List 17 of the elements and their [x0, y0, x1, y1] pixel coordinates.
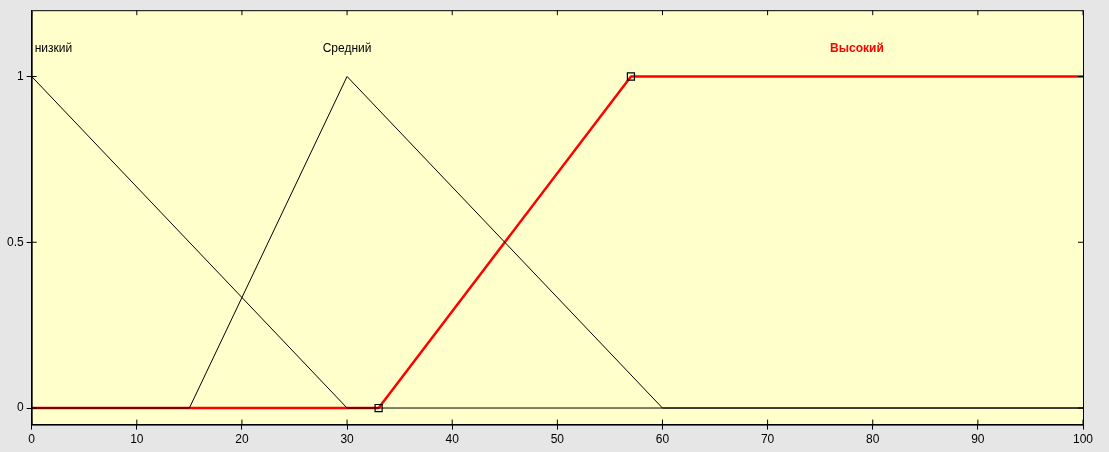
x-tick-label: 90 — [971, 432, 985, 447]
x-tick-label: 60 — [655, 432, 670, 447]
y-tick-label: 0 — [16, 400, 24, 415]
x-tick-label: 20 — [235, 432, 249, 447]
text: Средний — [322, 40, 372, 55]
x-tick-label: 10 — [130, 432, 144, 447]
series-label: Высокий — [830, 40, 884, 55]
x-tick-label: 80 — [866, 432, 880, 447]
x-tick-label: 30 — [340, 432, 355, 447]
x-tick-label: 100 — [1072, 432, 1094, 447]
x-tick-label: 0 — [28, 432, 36, 447]
series-label: низкий — [34, 40, 73, 55]
x-tick-label: 40 — [445, 432, 460, 447]
y-tick-label: 1 — [16, 68, 24, 83]
x-tick-label: 50 — [550, 432, 565, 447]
x-tick-label: 70 — [760, 432, 775, 447]
y-tick-label: 0.5 — [6, 234, 24, 249]
